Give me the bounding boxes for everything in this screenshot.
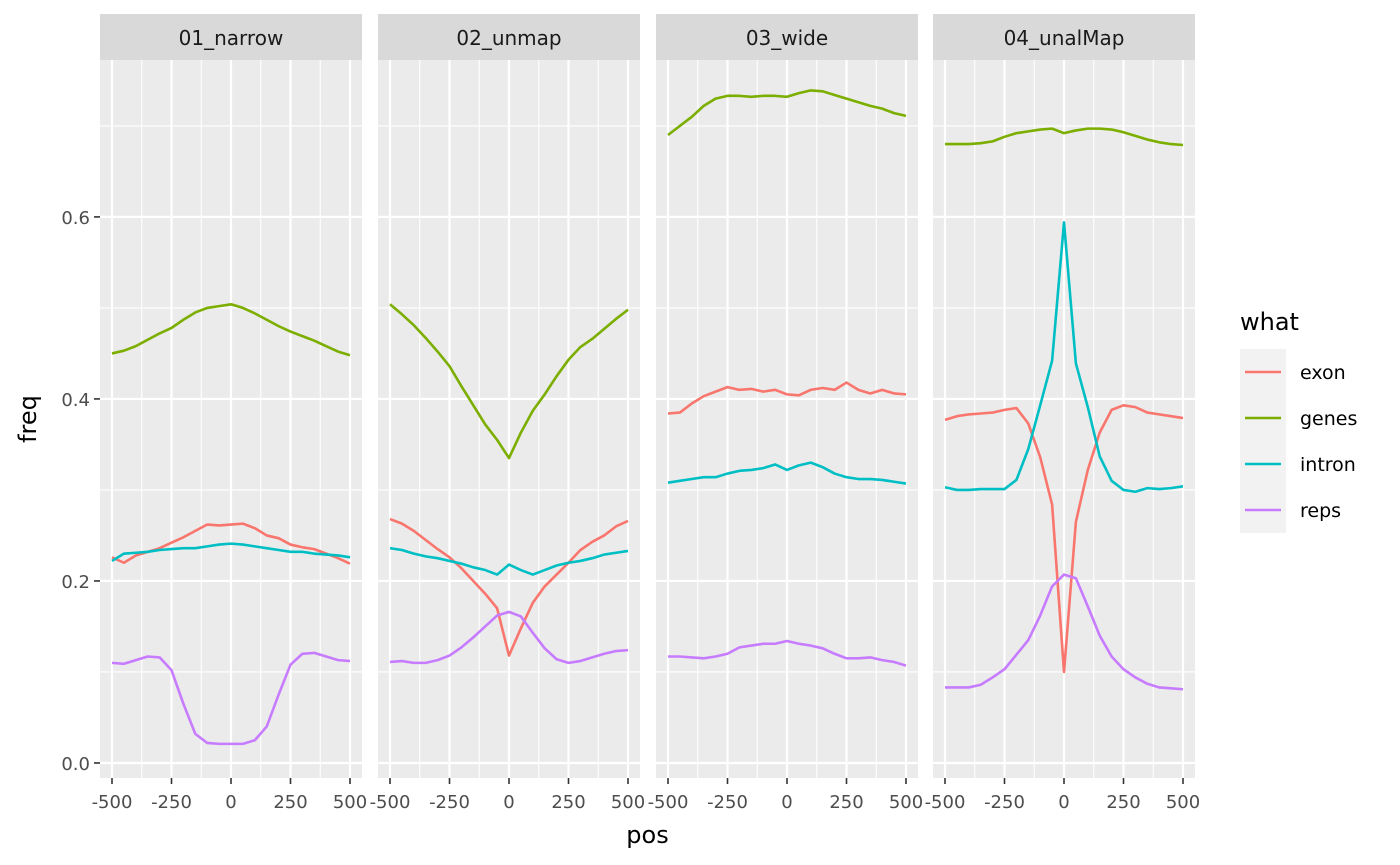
x-tick-label: 250	[1106, 792, 1140, 813]
y-tick-label: 0.4	[61, 390, 90, 411]
facet-label: 01_narrow	[179, 26, 284, 50]
x-tick-label: 250	[273, 792, 307, 813]
series-line-exon	[944, 403, 1184, 674]
x-tick-label: -500	[648, 792, 689, 813]
series-line-intron	[667, 461, 907, 485]
series-line-genes	[111, 302, 351, 357]
x-tick-label: 500	[1166, 792, 1200, 813]
x-tick-label: 500	[333, 792, 367, 813]
series-line-intron	[111, 542, 351, 563]
panel-02_unmap: 02_unmap -500 -250 0 250 500	[370, 14, 645, 813]
y-tick-label: 0.0	[61, 754, 90, 775]
x-tick-label: 250	[829, 792, 863, 813]
y-tick-label: 0.6	[61, 208, 90, 229]
x-tick-label: -500	[925, 792, 966, 813]
x-axis-title: pos	[626, 821, 668, 849]
x-tick-label: -500	[92, 792, 133, 813]
x-tick-label: 0	[781, 792, 792, 813]
x-tick-label: -500	[370, 792, 411, 813]
facet-label: 04_unalMap	[1004, 26, 1125, 50]
series-line-reps	[945, 573, 1184, 691]
panel-04_unalMap: 04_unalMap -500 -250 0 250 500	[925, 14, 1200, 813]
series-line-exon	[667, 381, 907, 415]
legend-label-exon: exon	[1300, 362, 1346, 384]
facet-label: 02_unmap	[456, 26, 561, 50]
panel-01_narrow: 01_narrow -500 -250 0 250 500	[92, 14, 367, 813]
series-line-genes	[667, 89, 907, 137]
x-tick-label: 0	[1058, 792, 1069, 813]
facet-strip	[378, 14, 640, 60]
series-line-genes	[389, 303, 629, 460]
panel-03_wide: 03_wide -500 -250 0 250 500	[648, 14, 923, 813]
legend-keys-background	[1240, 349, 1286, 533]
facet-strip	[100, 14, 362, 60]
facet-label: 03_wide	[746, 26, 828, 50]
series-line-intron	[389, 546, 629, 576]
y-tick-label: 0.2	[61, 572, 90, 593]
y-axis-title: freq	[14, 395, 42, 443]
x-tick-label: 0	[503, 792, 514, 813]
x-tick-label: 500	[611, 792, 645, 813]
series-line-reps	[668, 639, 907, 667]
x-tick-label: -250	[984, 792, 1025, 813]
x-tick-label: -250	[429, 792, 470, 813]
facet-panels: 01_narrow -500 -250 0 250 500 02_unmap -500 -250…	[61, 14, 1200, 813]
x-tick-label: -250	[151, 792, 192, 813]
legend: what exon genes intron reps	[1240, 308, 1357, 533]
legend-label-genes: genes	[1300, 408, 1357, 430]
x-tick-label: 500	[889, 792, 923, 813]
legend-label-reps: reps	[1300, 500, 1341, 522]
x-tick-label: 0	[225, 792, 236, 813]
series-line-reps	[389, 610, 629, 665]
series-line-intron	[944, 221, 1184, 494]
legend-label-intron: intron	[1300, 454, 1356, 476]
facet-strip	[933, 14, 1195, 60]
series-line-genes	[945, 127, 1184, 147]
facet-strip	[656, 14, 918, 60]
series-line-reps	[111, 651, 351, 746]
x-tick-label: -250	[707, 792, 748, 813]
y-axis: 0.0 0.2 0.4 0.6	[61, 208, 100, 775]
x-tick-label: 250	[551, 792, 585, 813]
legend-title: what	[1240, 308, 1299, 336]
series-line-exon	[389, 517, 629, 657]
